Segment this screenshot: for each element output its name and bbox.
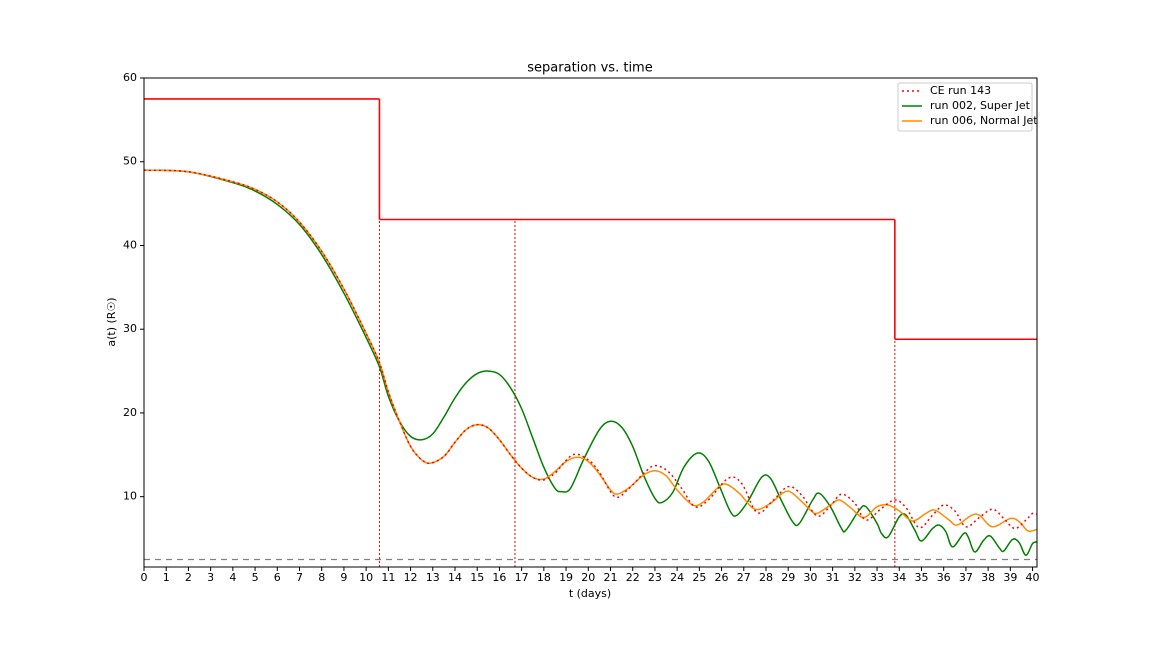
- x-tick-label: 8: [318, 571, 325, 584]
- x-tick-label: 12: [404, 571, 418, 584]
- x-tick-label: 11: [381, 571, 395, 584]
- x-tick-label: 19: [559, 571, 573, 584]
- x-tick-label: 18: [537, 571, 551, 584]
- legend-label: run 006, Normal Jet: [930, 114, 1038, 127]
- x-tick-label: 20: [581, 571, 595, 584]
- y-tick-label: 30: [123, 322, 137, 335]
- x-tick-label: 24: [670, 571, 684, 584]
- x-tick-label: 4: [229, 571, 236, 584]
- x-tick-label: 10: [359, 571, 373, 584]
- axes-frame: [143, 77, 1038, 568]
- x-tick-label: 22: [626, 571, 640, 584]
- x-tick-label: 16: [492, 571, 506, 584]
- legend-label: run 002, Super Jet: [930, 99, 1031, 112]
- x-tick-label: 31: [826, 571, 840, 584]
- x-axis-label: t (days): [569, 587, 611, 600]
- x-tick-label: 17: [515, 571, 529, 584]
- x-tick-label: 33: [870, 571, 884, 584]
- legend-box: [897, 82, 1033, 132]
- x-tick-label: 36: [937, 571, 951, 584]
- x-tick-label: 3: [207, 571, 214, 584]
- x-tick-label: 39: [1003, 571, 1017, 584]
- x-tick-label: 35: [914, 571, 928, 584]
- x-tick-label: 25: [692, 571, 706, 584]
- plot-area: [143, 98, 1038, 567]
- y-tick-label: 40: [123, 238, 137, 251]
- series-line: [143, 169, 1038, 557]
- x-tick-label: 1: [163, 571, 170, 584]
- x-tick-label: 28: [759, 571, 773, 584]
- x-tick-label: 13: [426, 571, 440, 584]
- x-tick-label: 9: [340, 571, 347, 584]
- x-tick-label: 0: [141, 571, 148, 584]
- x-tick-label: 21: [603, 571, 617, 584]
- legend: CE run 143 run 002, Super Jet run 006, Nor…: [897, 82, 1038, 132]
- y-tick-label: 50: [123, 155, 137, 168]
- x-tick-label: 30: [803, 571, 817, 584]
- y-tick-label: 10: [123, 490, 137, 503]
- x-tick-label: 38: [981, 571, 995, 584]
- x-tick-label: 37: [959, 571, 973, 584]
- x-tick-label: 7: [296, 571, 303, 584]
- y-tick-label: 20: [123, 406, 137, 419]
- series-line: [143, 169, 1038, 533]
- legend-label: CE run 143: [930, 84, 991, 97]
- x-tick-label: 14: [448, 571, 462, 584]
- y-axis-label: a(t) (R☉): [105, 297, 118, 346]
- series-line: [143, 169, 1038, 530]
- x-tick-label: 27: [737, 571, 751, 584]
- x-tick-label: 26: [715, 571, 729, 584]
- x-tick-label: 29: [781, 571, 795, 584]
- chart-title: separation vs. time: [527, 61, 652, 76]
- x-tick-label: 32: [848, 571, 862, 584]
- x-tick-label: 34: [892, 571, 906, 584]
- x-tick-label: 6: [274, 571, 281, 584]
- x-tick-label: 40: [1026, 571, 1040, 584]
- x-tick-label: 15: [470, 571, 484, 584]
- y-tick-label: 60: [123, 71, 137, 84]
- x-tick-label: 5: [252, 571, 259, 584]
- x-tick-label: 23: [648, 571, 662, 584]
- x-tick-label: 2: [185, 571, 192, 584]
